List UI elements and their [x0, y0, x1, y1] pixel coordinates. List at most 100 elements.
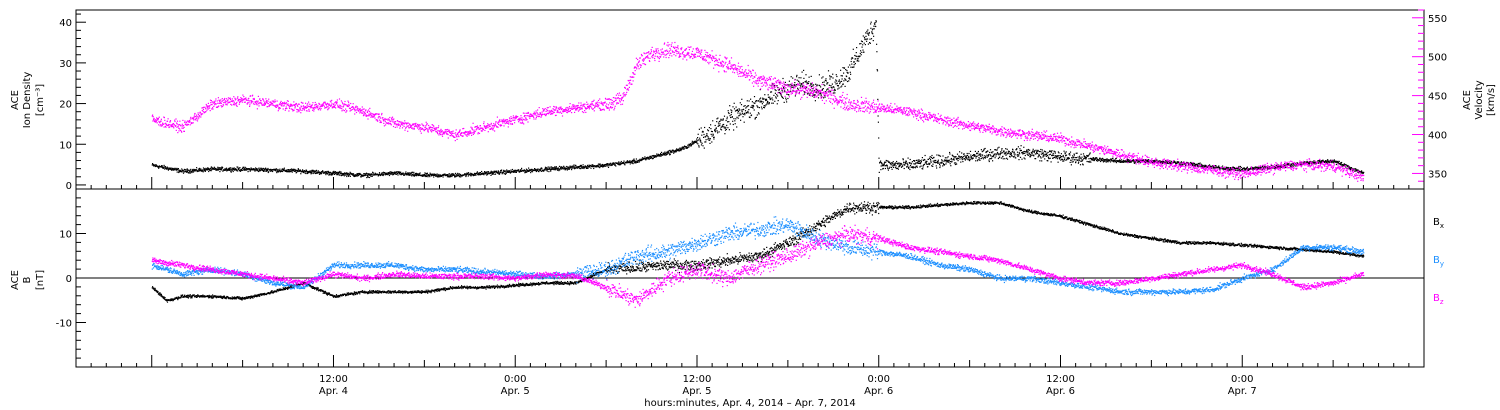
density-point [919, 166, 920, 167]
density-point [941, 159, 942, 160]
velocity-point [362, 109, 363, 110]
density-point [920, 163, 921, 164]
density-point [636, 158, 637, 159]
velocity-point [212, 107, 213, 108]
density-point [968, 156, 969, 157]
density-point [848, 80, 849, 81]
density-point [690, 143, 691, 144]
density-point [1336, 164, 1337, 165]
density-point [420, 172, 421, 173]
density-point [596, 166, 597, 167]
velocity-point [379, 114, 380, 115]
velocity-point [381, 113, 382, 114]
density-point [710, 128, 711, 129]
density-point [958, 158, 959, 159]
density-point [939, 167, 940, 168]
density-point [553, 167, 554, 168]
velocity-point [215, 100, 216, 101]
density-point [583, 164, 584, 165]
density-point [777, 103, 778, 104]
density-point [892, 165, 893, 166]
velocity-point [266, 100, 267, 101]
velocity-point [232, 98, 233, 99]
velocity-point [347, 105, 348, 106]
velocity-point [357, 108, 358, 109]
density-point [627, 160, 628, 161]
density-point [953, 158, 954, 159]
density-point [776, 98, 777, 99]
density-point [329, 174, 330, 175]
density-point [827, 82, 828, 83]
density-point [1116, 158, 1117, 159]
density-point [744, 113, 745, 114]
density-point [711, 141, 712, 142]
velocity-point [369, 115, 370, 116]
density-point [842, 75, 843, 76]
density-point [968, 153, 969, 154]
density-point [985, 148, 986, 149]
density-point [340, 174, 341, 175]
density-point [751, 115, 752, 116]
density-point [214, 167, 215, 168]
velocity-point [397, 121, 398, 122]
density-point [802, 72, 803, 73]
velocity-point [245, 97, 246, 98]
density-point [490, 175, 491, 176]
density-point [1041, 154, 1042, 155]
density-point [1051, 152, 1052, 153]
velocity-point [247, 103, 248, 104]
density-point [887, 166, 888, 167]
velocity-point [417, 126, 418, 127]
density-point [706, 139, 707, 140]
density-point [1237, 169, 1238, 170]
velocity-point [395, 127, 396, 128]
density-point [834, 90, 835, 91]
density-point [864, 43, 865, 44]
velocity-point [241, 101, 242, 102]
density-point [719, 125, 720, 126]
density-point [162, 165, 163, 166]
density-point [908, 158, 909, 159]
density-point [437, 173, 438, 174]
density-point [819, 74, 820, 75]
velocity-point [278, 110, 279, 111]
velocity-point [380, 118, 381, 119]
density-point [916, 160, 917, 161]
density-point [986, 155, 987, 156]
velocity-point [284, 105, 285, 106]
velocity-point [297, 111, 298, 112]
density-point [558, 167, 559, 168]
density-point [989, 152, 990, 153]
density-point [547, 171, 548, 172]
density-point [186, 169, 187, 170]
density-point [629, 162, 630, 163]
density-point [737, 109, 738, 110]
density-point [1019, 153, 1020, 154]
velocity-point [205, 111, 206, 112]
density-point [373, 173, 374, 174]
density-point [1071, 164, 1072, 165]
density-point [835, 82, 836, 83]
density-point [521, 168, 522, 169]
density-point [888, 170, 889, 171]
density-point [951, 161, 952, 162]
velocity-point [397, 126, 398, 127]
density-point [745, 110, 746, 111]
density-point [580, 168, 581, 169]
density-point [799, 77, 800, 78]
density-point [838, 81, 839, 82]
density-point [668, 152, 669, 153]
density-point [1078, 163, 1079, 164]
density-point [1047, 160, 1048, 161]
velocity-point [286, 106, 287, 107]
density-point [632, 162, 633, 163]
velocity-point [288, 101, 289, 102]
density-point [239, 167, 240, 168]
density-point [1042, 149, 1043, 150]
velocity-point [398, 124, 399, 125]
density-point [1001, 158, 1002, 159]
density-point [589, 166, 590, 167]
velocity-point [252, 95, 253, 96]
density-point [708, 130, 709, 131]
